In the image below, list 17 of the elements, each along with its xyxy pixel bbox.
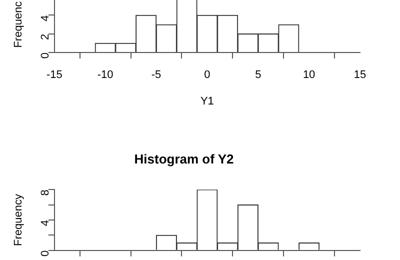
x-axis-title: Y1 bbox=[200, 95, 214, 108]
y-tick-label: 8 bbox=[39, 190, 52, 196]
x-tick-label: -15 bbox=[46, 69, 62, 82]
y-axis-title: Frequency bbox=[12, 194, 25, 246]
y-tick-label: 2 bbox=[39, 34, 52, 40]
x-tick-label: -5 bbox=[151, 69, 162, 82]
y-tick-label: 0 bbox=[39, 250, 52, 257]
chart-title: Histogram of Y2 bbox=[134, 151, 234, 166]
x-tick-label: 10 bbox=[302, 69, 316, 82]
y-tick-label: 4 bbox=[39, 220, 52, 226]
x-tick-label: 0 bbox=[204, 69, 210, 82]
y-axis-title: Frequenc bbox=[12, 0, 25, 48]
y-tick-label: 4 bbox=[39, 15, 52, 22]
x-tick-label: -10 bbox=[97, 69, 114, 82]
x-tick-label: 5 bbox=[255, 69, 262, 82]
x-tick-label: 15 bbox=[354, 69, 366, 82]
y-tick-label: 0 bbox=[39, 52, 52, 59]
